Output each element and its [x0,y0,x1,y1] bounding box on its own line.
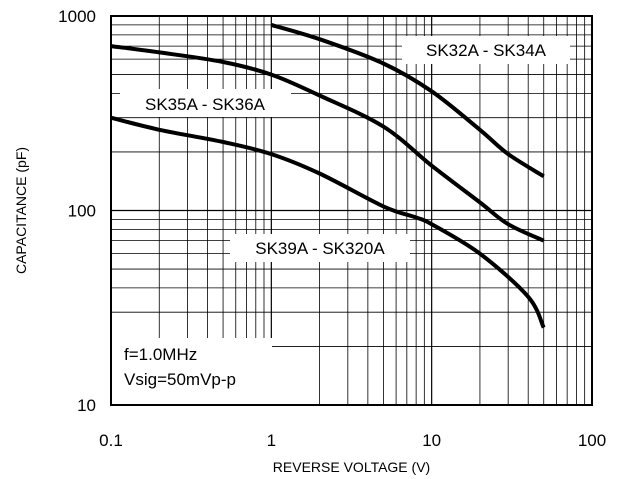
curve-sk32a-sk34a [270,22,545,178]
x-tick-label: 0.1 [99,431,123,450]
series-label-bg [402,36,570,64]
y-tick-label: 10 [77,396,96,415]
x-tick-label: 1 [267,431,276,450]
y-tick-label: 100 [68,202,96,221]
curves [110,22,546,329]
plot-frame [110,15,593,406]
x-tick-labels: 0.1 1 10 100 [99,431,606,450]
condition-text: Vsig=50mVp-p [124,370,236,389]
x-axis-label: REVERSE VOLTAGE (V) [273,459,430,475]
curve-sk39a-sk320a [110,115,546,329]
label-sk35a-sk36a: SK35A - SK36A [145,95,266,114]
y-tick-label: 1000 [58,7,96,26]
curve-sk35a-sk36a [110,44,545,243]
conditions-box: f=1.0MHz Vsig=50mVp-p [112,338,272,404]
label-sk32a-sk34a: SK32A - SK34A [426,41,547,60]
y-tick-labels: 10 100 1000 [58,7,96,415]
y-axis-label: CAPACITANCE (pF) [13,147,29,274]
condition-text: f=1.0MHz [124,345,197,364]
grid [110,16,592,406]
conditions-bg [112,338,272,404]
label-sk39a-sk320a: SK39A - SK320A [255,239,385,258]
series-labels: SK32A - SK34A SK35A - SK36A SK39A - SK320A [120,36,570,262]
x-tick-label: 100 [578,431,606,450]
x-tick-label: 10 [422,431,441,450]
series-label-bg [230,234,410,262]
series-label-bg [120,89,291,117]
